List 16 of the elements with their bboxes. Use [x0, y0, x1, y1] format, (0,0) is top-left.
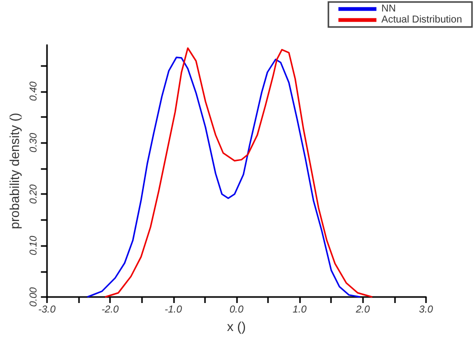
- x-tick-label: 0.0: [229, 304, 244, 316]
- y-tick-label: 0.40: [28, 81, 40, 102]
- legend-label: Actual Distribution: [381, 14, 462, 26]
- x-tick-label: -1.0: [164, 304, 182, 316]
- x-axis-title: x (): [227, 318, 246, 334]
- y-tick-label: 0.10: [28, 235, 40, 256]
- x-tick-label: 1.0: [292, 304, 308, 316]
- y-tick-label: 0.20: [28, 184, 40, 204]
- y-tick-label: 0.30: [28, 132, 40, 152]
- x-tick-label: -2.0: [101, 304, 120, 316]
- legend-label: NN: [381, 4, 396, 14]
- y-axis-title: probability density (): [7, 112, 22, 230]
- x-tick-label: 3.0: [419, 304, 434, 316]
- y-tick-label: 0.00: [28, 286, 40, 307]
- x-tick-label: -3.0: [38, 304, 56, 316]
- x-tick-label: 2.0: [354, 304, 370, 316]
